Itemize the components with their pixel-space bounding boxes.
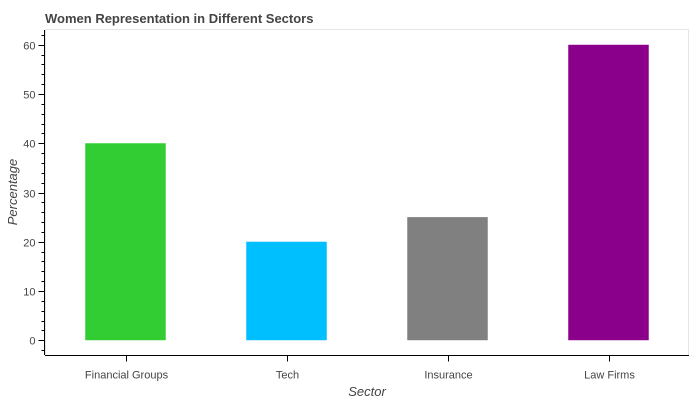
y-axis: 0 10 20 30 40 50 60	[23, 30, 45, 355]
bar-insurance	[407, 217, 488, 341]
bar-tech	[246, 241, 327, 341]
x-tick-label: Tech	[276, 370, 299, 382]
y-tick-label: 30	[23, 189, 35, 201]
y-tick-label: 10	[23, 287, 35, 299]
x-axis: Financial Groups Tech Insurance Law Firms	[45, 355, 689, 382]
bar-law-firms	[568, 44, 649, 341]
y-tick-label: 40	[23, 139, 35, 151]
y-tick-label: 0	[29, 336, 35, 348]
chart-title: Women Representation in Different Sector…	[45, 11, 313, 26]
bar-financial-groups	[85, 143, 166, 341]
x-tick-label: Financial Groups	[85, 370, 169, 382]
y-tick-label: 60	[23, 41, 35, 53]
x-tick-label: Insurance	[424, 370, 472, 382]
y-axis-title: Percentage	[5, 159, 20, 226]
bars-layer	[85, 44, 649, 341]
y-tick-label: 20	[23, 238, 35, 250]
x-axis-title: Sector	[348, 384, 386, 399]
x-tick-label: Law Firms	[584, 370, 635, 382]
y-tick-label: 50	[23, 90, 35, 102]
